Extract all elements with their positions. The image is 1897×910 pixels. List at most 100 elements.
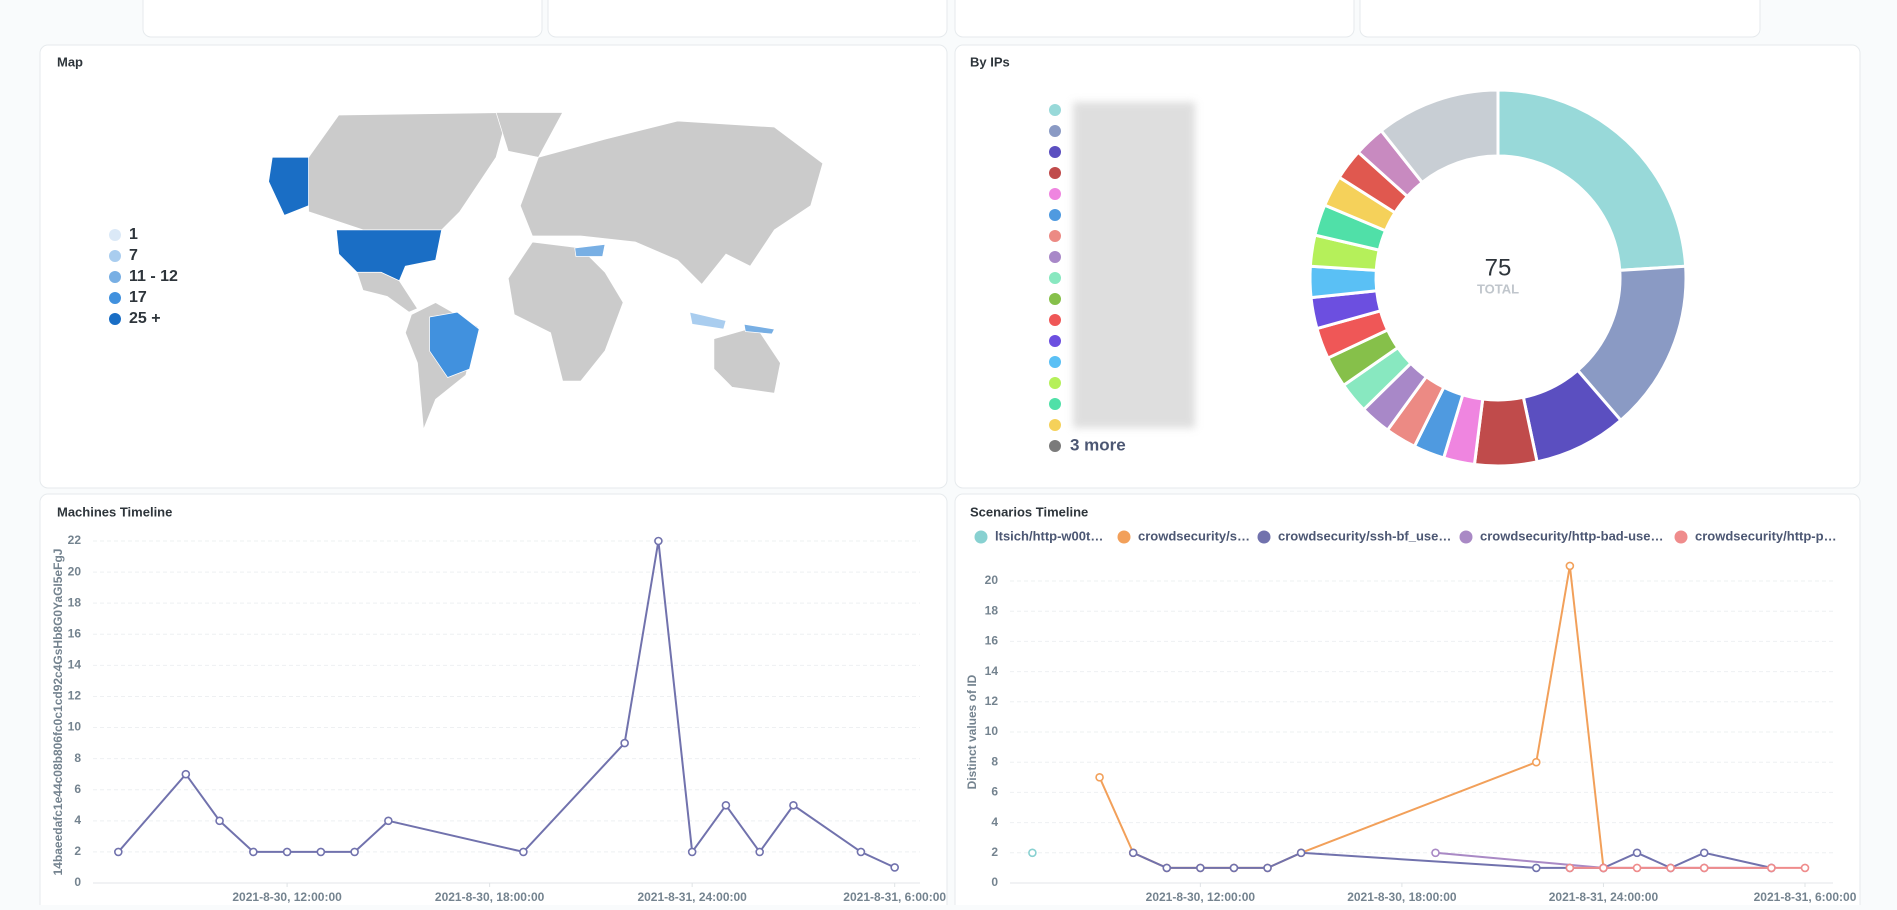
card — [142, 0, 543, 38]
data-point — [1565, 561, 1575, 571]
panel — [954, 493, 1861, 910]
data-point — [215, 816, 224, 826]
y-tick-label: 10 — [985, 724, 999, 738]
data-point — [1162, 863, 1172, 873]
data-point — [1666, 863, 1675, 873]
legend-label: crowdsecurity/http-bad-use… — [1480, 528, 1663, 543]
data-point — [350, 847, 359, 857]
y-tick-label: 12 — [68, 689, 82, 703]
y-axis-label: 14baeedafc1e44c08b806fc0c1cd92c4GsHb8G0Y… — [51, 549, 65, 876]
data-point — [1028, 848, 1037, 858]
data-point — [1296, 848, 1306, 858]
y-tick-label: 12 — [985, 694, 999, 708]
data-point — [1632, 848, 1642, 858]
y-tick-label: 14 — [68, 658, 82, 672]
x-tick-label: 2021-8-31, 24:00:00 — [637, 890, 747, 904]
data-point — [1263, 863, 1272, 873]
data-point — [1699, 863, 1709, 873]
data-point — [1565, 863, 1575, 873]
legend-swatch — [1049, 230, 1061, 242]
legend-swatch — [1049, 314, 1061, 326]
donut-total: 75 — [1485, 254, 1512, 281]
legend-label: 1 — [129, 226, 138, 243]
y-tick-label: 20 — [68, 564, 82, 578]
data-point — [519, 847, 528, 857]
data-point — [687, 847, 697, 857]
y-tick-label: 20 — [985, 573, 999, 587]
data-point — [721, 800, 731, 810]
panel-title: By IPs — [970, 54, 1010, 69]
data-point — [181, 769, 191, 779]
y-tick-label: 6 — [74, 782, 81, 796]
y-axis-label: Distinct values of ID — [965, 674, 979, 789]
x-tick-label: 2021-8-31, 24:00:00 — [1549, 890, 1659, 904]
donut-total-label: TOTAL — [1477, 281, 1519, 296]
y-tick-label: 4 — [991, 815, 998, 829]
legend-swatch — [1049, 104, 1061, 116]
data-point — [1632, 863, 1642, 873]
legend-swatch — [109, 229, 121, 241]
data-point — [1095, 772, 1104, 782]
legend-swatch — [109, 313, 121, 325]
panel — [39, 493, 948, 910]
data-point — [1699, 848, 1709, 858]
y-tick-label: 18 — [985, 603, 999, 617]
y-tick-label: 2 — [991, 845, 998, 859]
legend-swatch — [1049, 125, 1061, 137]
legend-label: 25 + — [129, 310, 161, 327]
y-tick-label: 14 — [985, 664, 999, 678]
y-tick-label: 16 — [985, 634, 999, 648]
y-tick-label: 18 — [68, 595, 82, 609]
data-point — [789, 800, 798, 810]
y-tick-label: 0 — [991, 875, 998, 889]
data-point — [654, 536, 663, 546]
y-tick-label: 2 — [74, 844, 81, 858]
legend-swatch — [1049, 335, 1061, 347]
region — [743, 323, 775, 335]
data-point — [249, 847, 258, 857]
region — [335, 229, 443, 282]
y-tick-label: 8 — [74, 751, 81, 765]
legend-label: crowdsecurity/http-p… — [1695, 528, 1837, 543]
region — [308, 112, 509, 231]
data-point — [1800, 863, 1810, 873]
region — [507, 241, 624, 382]
x-tick-label: 2021-8-30, 12:00:00 — [232, 890, 342, 904]
legend-swatch — [109, 250, 121, 262]
legend-swatch — [1049, 398, 1061, 410]
data-point — [1431, 848, 1440, 858]
region — [689, 311, 727, 330]
legend-swatch — [974, 530, 988, 544]
y-tick-label: 8 — [991, 754, 998, 768]
y-tick-label: 22 — [68, 533, 82, 547]
region — [574, 243, 606, 257]
donut-segment — [1379, 88, 1500, 185]
donut-segment — [1496, 88, 1688, 272]
y-tick-label: 0 — [74, 875, 81, 889]
legend-label: crowdsecurity/ssh-bf_use… — [1278, 528, 1451, 543]
x-tick-label: 2021-8-31, 6:00:00 — [1754, 890, 1857, 904]
legend-swatch — [1049, 356, 1061, 368]
x-tick-label: 2021-8-30, 18:00:00 — [1347, 890, 1457, 904]
y-tick-label: 4 — [74, 813, 81, 827]
legend-swatch — [109, 271, 121, 283]
card — [547, 0, 948, 38]
panel-title: Map — [57, 54, 83, 69]
data-point — [282, 847, 292, 857]
legend-label: crowdsecurity/s… — [1138, 528, 1250, 543]
legend-swatch — [1117, 530, 1131, 544]
region — [519, 120, 824, 285]
data-point — [316, 847, 326, 857]
data-point — [1531, 757, 1541, 767]
legend-swatch — [1049, 419, 1061, 431]
legend-label: ltsich/http-w00t… — [995, 528, 1103, 543]
legend-swatch — [1049, 377, 1061, 389]
card — [954, 0, 1355, 38]
data-point — [890, 863, 899, 872]
data-point — [114, 847, 123, 857]
legend-swatch — [1049, 440, 1061, 452]
legend-swatch — [1049, 209, 1061, 221]
data-point — [1599, 863, 1608, 873]
world-map — [268, 112, 824, 430]
